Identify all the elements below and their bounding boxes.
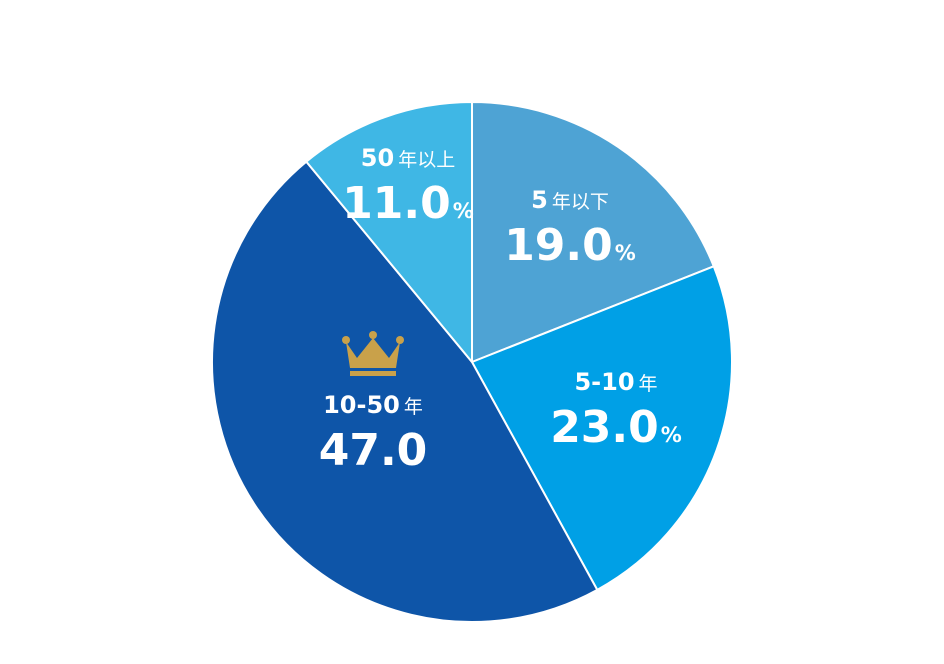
slice-value-label: 19.0%	[504, 220, 636, 271]
crown-icon	[342, 331, 404, 376]
slice-category-main: 50	[361, 144, 394, 172]
slice-category-suffix: 年	[639, 373, 658, 395]
slice-value-label: 47.0	[319, 425, 428, 476]
slice-category-main: 5	[531, 186, 548, 214]
slice-value-number: 19.0	[504, 220, 613, 271]
slice-value-unit: %	[661, 423, 682, 447]
slice-category-suffix: 年以下	[552, 191, 609, 213]
slice-value-number: 23.0	[550, 402, 659, 453]
slice-category-label: 10-50 年	[323, 391, 423, 419]
pie-slice	[471, 265, 733, 591]
slice-category-label: 5-10 年	[574, 368, 657, 396]
pie-slice	[211, 160, 599, 623]
slice-value-label: 11.0%	[342, 178, 474, 229]
slice-value-unit: %	[453, 199, 474, 223]
slice-category-suffix: 年	[404, 396, 423, 418]
pie-slices	[211, 101, 733, 623]
pie-slice	[305, 101, 473, 363]
slice-category-main: 10-50	[323, 391, 400, 419]
slice-category-main: 5-10	[574, 368, 634, 396]
slice-label: 10-50 年 47.0	[319, 331, 428, 476]
slice-label: 50 年以上 11.0%	[342, 144, 474, 229]
slice-label: 5-10 年 23.0%	[550, 368, 682, 453]
slice-value-number: 11.0	[342, 178, 451, 229]
slice-category-label: 5 年以下	[531, 186, 609, 214]
slice-value-number: 47.0	[319, 425, 428, 476]
pie-slice	[471, 101, 715, 363]
slice-value-label: 23.0%	[550, 402, 682, 453]
slice-category-suffix: 年以上	[398, 149, 455, 171]
slice-label: 5 年以下 19.0%	[504, 186, 636, 271]
slice-value-unit: %	[615, 241, 636, 265]
slice-category-label: 50 年以上	[361, 144, 455, 172]
